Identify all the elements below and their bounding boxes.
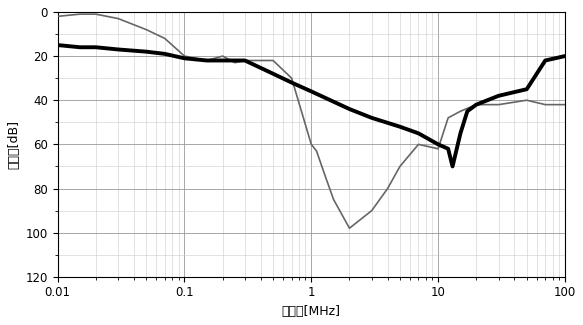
Y-axis label: 減衰量[dB]: 減衰量[dB]	[7, 120, 20, 169]
X-axis label: 周波数[MHz]: 周波数[MHz]	[282, 305, 341, 318]
